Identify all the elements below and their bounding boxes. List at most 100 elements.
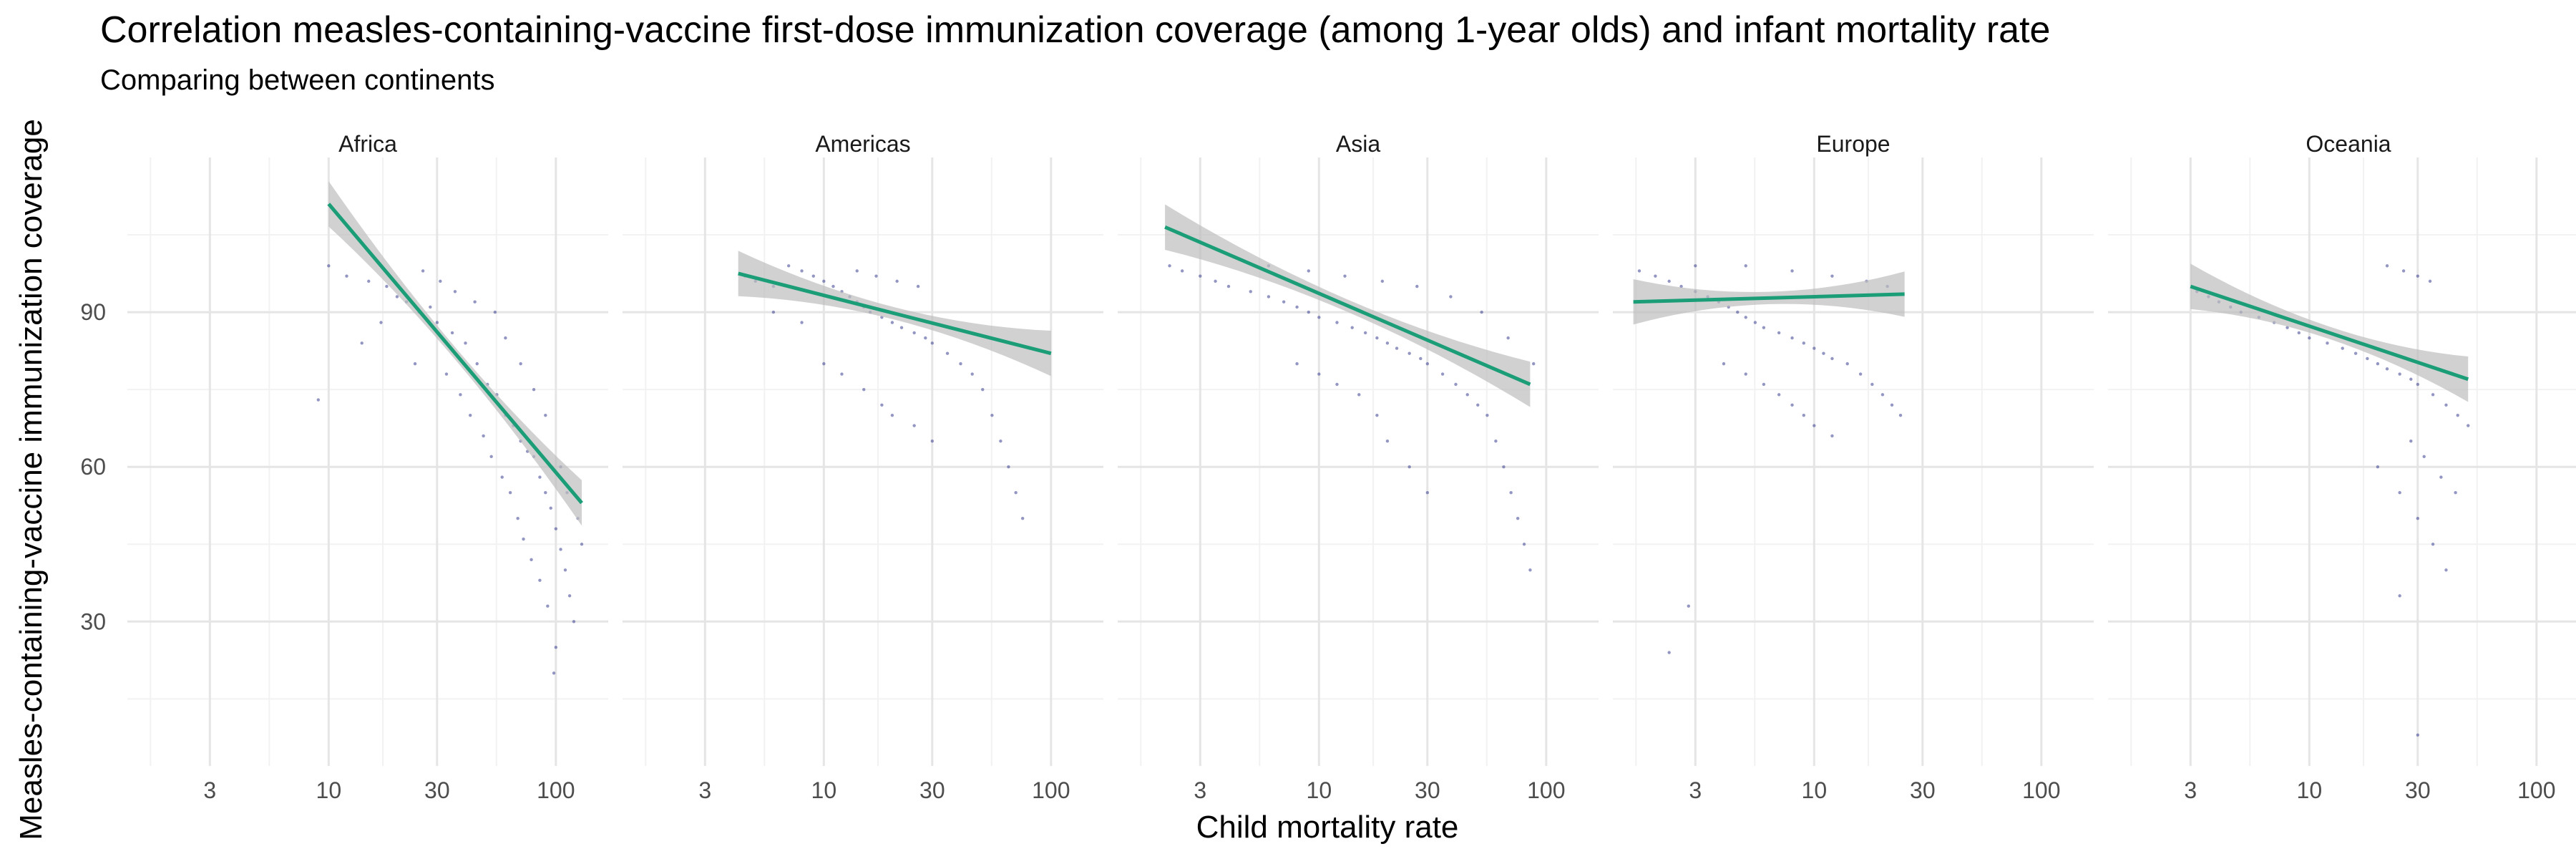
data-point	[1528, 568, 1532, 572]
data-point	[771, 310, 776, 314]
data-point	[1762, 326, 1766, 329]
data-point	[1214, 279, 1217, 283]
data-point	[559, 548, 562, 551]
data-point	[530, 558, 533, 562]
data-point	[2401, 269, 2406, 273]
data-point	[1007, 465, 1010, 469]
data-point	[572, 620, 576, 623]
data-point	[1440, 372, 1445, 376]
data-point	[945, 351, 950, 355]
data-point	[2341, 346, 2344, 350]
data-point	[1295, 361, 1299, 366]
y-axis-title: Measles-containing-vaccine immunization …	[14, 119, 49, 840]
data-point	[1494, 439, 1498, 443]
facet-label: Oceania	[2306, 131, 2391, 157]
data-point	[538, 578, 542, 582]
facet-label: Asia	[1336, 131, 1380, 157]
data-point	[1532, 361, 1536, 366]
data-point	[360, 341, 364, 345]
data-point	[1790, 403, 1794, 407]
data-point	[519, 361, 522, 366]
data-point	[970, 372, 974, 376]
data-point	[1802, 341, 1805, 345]
data-point	[1744, 264, 1747, 268]
data-point	[1350, 326, 1354, 329]
data-point	[439, 279, 442, 283]
data-point	[1385, 341, 1390, 345]
data-point	[1480, 310, 1483, 314]
data-point	[1722, 361, 1726, 366]
data-point	[1226, 284, 1231, 288]
data-point	[1335, 321, 1339, 324]
data-point	[1830, 356, 1834, 361]
data-point	[1385, 439, 1390, 443]
x-axis-title: Child mortality rate	[1196, 810, 1459, 845]
data-point	[1357, 393, 1361, 397]
data-point	[516, 517, 519, 520]
data-point	[500, 475, 504, 479]
data-point	[1380, 279, 1385, 283]
x-tick-label: 100	[2517, 777, 2555, 803]
data-point	[1522, 543, 1526, 546]
data-point	[421, 269, 425, 273]
data-point	[1419, 356, 1423, 361]
data-point	[327, 264, 331, 268]
x-tick-label: 10	[811, 777, 837, 803]
facet-label: Europe	[1816, 131, 1890, 157]
data-point	[1667, 651, 1671, 654]
data-point	[1777, 393, 1781, 397]
data-point	[2456, 413, 2459, 417]
data-point	[2416, 733, 2420, 737]
data-point	[1407, 465, 1411, 469]
data-point	[1317, 316, 1321, 319]
data-point	[822, 279, 826, 283]
data-point	[2422, 455, 2426, 458]
data-point	[930, 341, 935, 345]
data-point	[800, 321, 804, 324]
data-point	[999, 439, 1002, 443]
data-point	[2366, 356, 2369, 361]
data-point	[1845, 361, 1849, 366]
data-point	[890, 321, 894, 324]
data-point	[1637, 269, 1641, 273]
data-point	[1679, 284, 1683, 288]
data-point	[345, 274, 348, 278]
trend-line	[1633, 292, 1905, 304]
x-tick-label: 3	[2184, 777, 2197, 803]
data-point	[1858, 372, 1863, 376]
data-point	[1307, 269, 1310, 273]
x-tick-label: 30	[1415, 777, 1440, 803]
data-point	[800, 269, 804, 273]
data-point	[493, 310, 497, 314]
data-point	[1020, 517, 1025, 520]
data-point	[1813, 424, 1816, 427]
data-point	[1465, 393, 1469, 397]
data-point	[2431, 393, 2435, 397]
y-tick-label: 30	[80, 608, 106, 634]
trend-line	[1164, 225, 1531, 387]
chart-title: Correlation measles-containing-vaccine f…	[100, 9, 2051, 51]
data-point	[2376, 361, 2380, 366]
data-point	[538, 475, 542, 479]
x-tick-label: 10	[316, 777, 342, 803]
data-point	[1180, 269, 1184, 273]
data-point	[2409, 377, 2413, 381]
data-point	[1454, 382, 1458, 387]
data-point	[1375, 413, 1379, 417]
data-point	[924, 336, 927, 340]
data-point	[2398, 594, 2401, 598]
x-tick-label: 30	[424, 777, 450, 803]
data-point	[567, 594, 572, 598]
data-point	[482, 434, 485, 438]
trend-line	[2190, 284, 2469, 382]
data-point	[2416, 382, 2420, 387]
x-tick-label: 100	[2022, 777, 2060, 803]
data-point	[1880, 393, 1885, 397]
data-point	[912, 424, 916, 427]
data-point	[489, 455, 493, 458]
facet-panel-asia: Asia 3 10 30 100	[1118, 131, 1599, 803]
data-point	[1506, 336, 1510, 340]
data-point	[2308, 336, 2311, 340]
data-point	[1449, 295, 1453, 299]
